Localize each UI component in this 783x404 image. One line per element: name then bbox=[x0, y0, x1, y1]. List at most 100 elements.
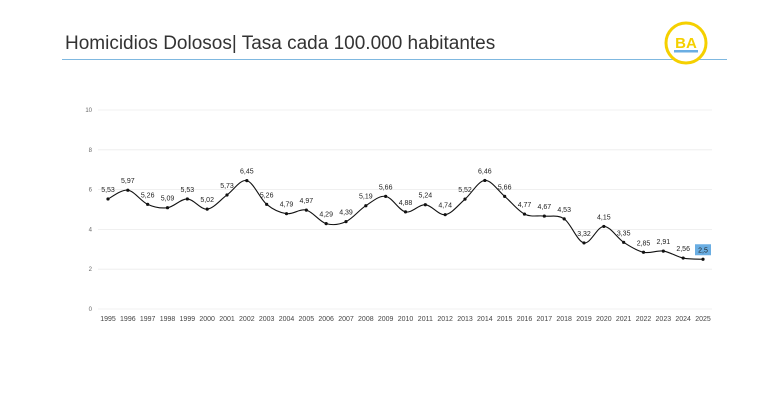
series-line bbox=[107, 179, 704, 260]
data-label: 6,46 bbox=[478, 168, 492, 175]
x-tick-label: 2017 bbox=[537, 316, 553, 323]
data-point bbox=[661, 249, 665, 253]
data-label: 4,77 bbox=[518, 202, 532, 209]
x-tick-label: 2014 bbox=[477, 316, 493, 323]
y-tick-label: 10 bbox=[85, 108, 92, 114]
data-label: 5,26 bbox=[260, 192, 274, 199]
data-label: 5,53 bbox=[181, 187, 195, 194]
data-point bbox=[542, 214, 546, 218]
data-point bbox=[126, 188, 130, 192]
x-tick-label: 1995 bbox=[100, 316, 116, 323]
x-tick-label: 1996 bbox=[120, 316, 136, 323]
data-point bbox=[265, 202, 269, 206]
data-label: 6,45 bbox=[240, 169, 254, 176]
data-label: 4,97 bbox=[300, 198, 314, 205]
x-tick-label: 2024 bbox=[675, 316, 691, 323]
highlight-box bbox=[695, 244, 711, 256]
data-label: 3,35 bbox=[617, 230, 631, 237]
data-point bbox=[364, 204, 368, 208]
data-label: 5,66 bbox=[379, 184, 393, 191]
data-label: 4,39 bbox=[339, 210, 353, 217]
data-label: 5,19 bbox=[359, 194, 373, 201]
data-label: 4,74 bbox=[438, 203, 452, 210]
data-point bbox=[483, 178, 487, 183]
x-tick-label: 2011 bbox=[418, 316, 433, 323]
logo-text: BA bbox=[675, 35, 697, 52]
data-point bbox=[284, 212, 289, 216]
data-point bbox=[503, 194, 507, 198]
data-point bbox=[701, 257, 705, 261]
x-tick-label: 2015 bbox=[497, 316, 513, 323]
data-point bbox=[304, 208, 308, 212]
data-point bbox=[106, 197, 110, 201]
y-tick-label: 2 bbox=[89, 267, 93, 273]
data-point bbox=[146, 202, 150, 206]
data-point bbox=[245, 179, 249, 183]
data-point bbox=[641, 250, 646, 254]
x-tick-label: 2008 bbox=[358, 316, 374, 323]
x-tick-label: 1998 bbox=[160, 316, 176, 323]
x-tick-label: 1997 bbox=[140, 316, 156, 323]
x-tick-label: 2000 bbox=[199, 316, 215, 323]
y-tick-label: 6 bbox=[89, 188, 93, 194]
data-point bbox=[522, 212, 527, 216]
x-tick-label: 2025 bbox=[695, 316, 711, 323]
data-label: 2,56 bbox=[676, 246, 690, 253]
data-label: 5,26 bbox=[141, 192, 155, 199]
data-label: 4,53 bbox=[557, 207, 571, 214]
x-tick-label: 2013 bbox=[457, 316, 473, 323]
x-tick-label: 2004 bbox=[279, 316, 295, 323]
data-point bbox=[384, 194, 388, 198]
data-label: 3,32 bbox=[577, 231, 591, 238]
x-tick-label: 2021 bbox=[616, 316, 632, 323]
x-tick-label: 2016 bbox=[517, 316, 533, 323]
data-label: 5,66 bbox=[498, 184, 512, 191]
data-label: 5,09 bbox=[161, 196, 175, 203]
x-tick-label: 2012 bbox=[437, 316, 453, 323]
data-point bbox=[463, 197, 467, 201]
data-point bbox=[225, 193, 229, 197]
data-label: 4,79 bbox=[280, 202, 294, 209]
x-tick-label: 2006 bbox=[318, 316, 334, 323]
data-point bbox=[205, 207, 209, 211]
data-point bbox=[344, 220, 348, 224]
data-point bbox=[582, 241, 586, 245]
data-point bbox=[622, 240, 626, 244]
data-point bbox=[185, 197, 189, 201]
x-tick-label: 2007 bbox=[338, 316, 354, 323]
data-point bbox=[165, 206, 170, 210]
data-label: 5,24 bbox=[419, 193, 433, 200]
x-tick-label: 2020 bbox=[596, 316, 612, 323]
title-divider bbox=[62, 59, 727, 60]
data-point bbox=[443, 213, 447, 217]
data-label: 5,97 bbox=[121, 178, 135, 185]
data-label: 2,91 bbox=[657, 239, 671, 246]
y-tick-label: 8 bbox=[89, 148, 93, 154]
x-tick-label: 2018 bbox=[556, 316, 572, 323]
data-label: 4,29 bbox=[319, 212, 333, 219]
data-point bbox=[403, 210, 408, 214]
data-label: 5,52 bbox=[458, 187, 472, 194]
data-point bbox=[423, 203, 427, 207]
slide-title: Homicidios Dolosos| Tasa cada 100.000 ha… bbox=[65, 33, 496, 54]
x-tick-label: 2002 bbox=[239, 316, 255, 323]
data-label: 5,02 bbox=[200, 197, 214, 204]
data-label: 4,88 bbox=[399, 200, 413, 207]
data-point bbox=[602, 224, 606, 229]
x-tick-label: 2022 bbox=[636, 316, 652, 323]
data-label: 5,53 bbox=[101, 187, 115, 194]
x-tick-label: 2023 bbox=[656, 316, 672, 323]
ba-logo: BA bbox=[664, 21, 708, 65]
x-tick-label: 2001 bbox=[219, 316, 235, 323]
y-tick-label: 0 bbox=[89, 307, 93, 313]
data-label: 2,85 bbox=[637, 240, 651, 247]
data-label: 4,67 bbox=[538, 204, 552, 211]
x-tick-label: 2010 bbox=[398, 316, 414, 323]
data-label: 2,5 bbox=[698, 247, 708, 254]
data-point bbox=[324, 222, 328, 226]
x-tick-label: 1999 bbox=[180, 316, 196, 323]
data-point bbox=[681, 256, 685, 260]
x-tick-label: 2005 bbox=[299, 316, 315, 323]
data-point bbox=[562, 217, 566, 221]
